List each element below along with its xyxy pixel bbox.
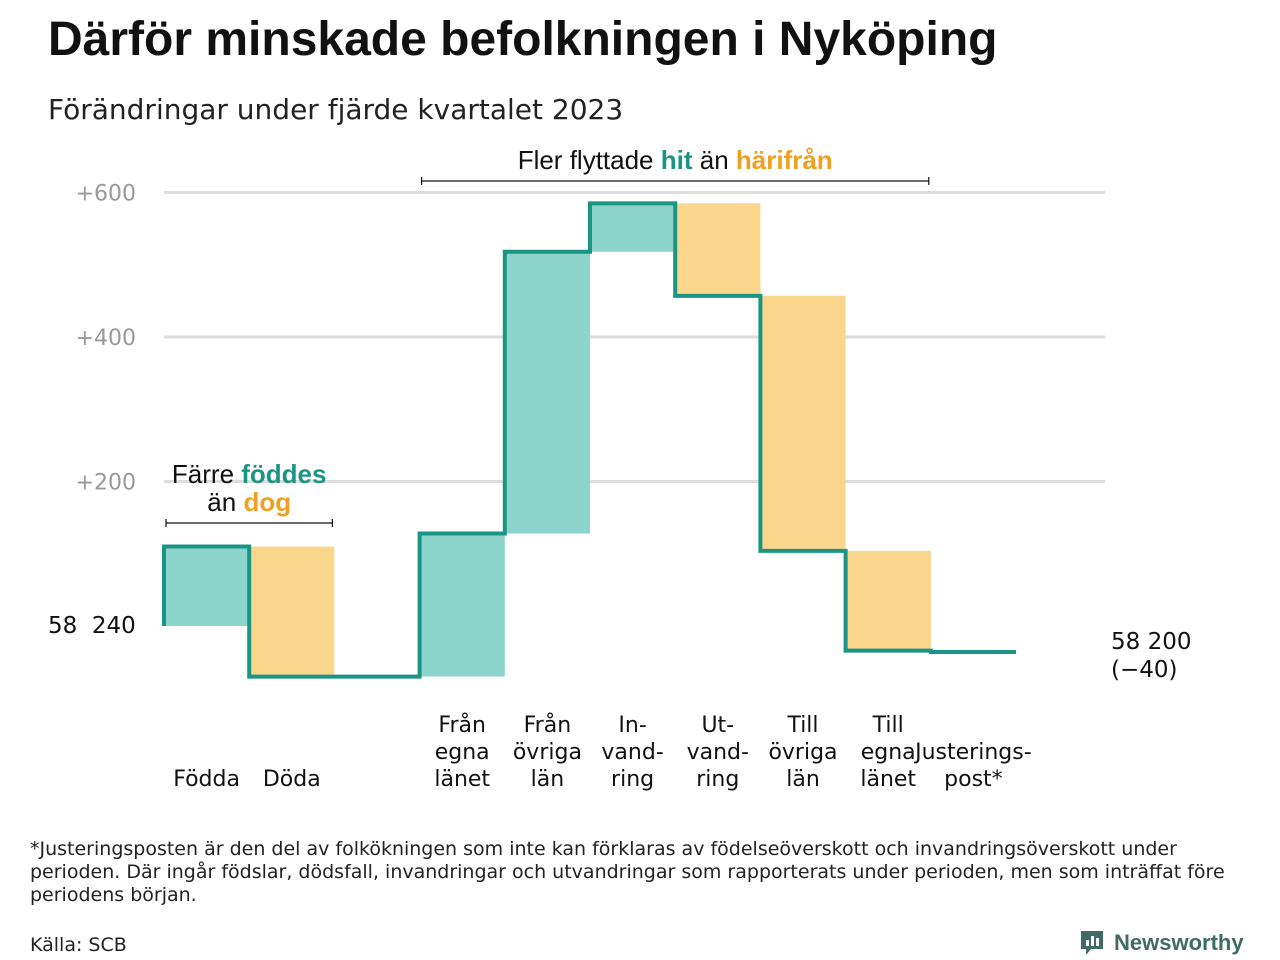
bar-ut-vand-ring bbox=[675, 203, 760, 295]
annotation-line: Fler flyttade hit än härifrån bbox=[518, 145, 833, 175]
end-value-label: (−40) bbox=[1111, 657, 1177, 683]
category-label: ring bbox=[611, 767, 654, 792]
bar-till-egna-länet bbox=[846, 551, 931, 651]
bar-från-övriga-län bbox=[505, 252, 590, 534]
source-note: Källa: SCB bbox=[30, 933, 127, 957]
brand-logo: Newsworthy bbox=[1078, 928, 1244, 958]
end-value-label: 58 200 bbox=[1111, 629, 1191, 655]
annotation-text: hit bbox=[661, 145, 693, 175]
category-label: ring bbox=[696, 767, 739, 792]
annotation-text: Fler flyttade bbox=[518, 145, 661, 175]
footnote: *Justeringsposten är den del av folkökni… bbox=[30, 838, 1255, 907]
category-label: övriga bbox=[513, 740, 582, 765]
category-label: övriga bbox=[768, 740, 837, 765]
category-label: vand- bbox=[601, 740, 663, 765]
category-label: län bbox=[786, 767, 820, 792]
category-label: post* bbox=[944, 767, 1003, 792]
annotation-text: Färre bbox=[172, 459, 241, 489]
category-label: länet bbox=[860, 767, 916, 792]
bar-döda bbox=[249, 547, 334, 677]
newsworthy-icon bbox=[1078, 929, 1106, 957]
annotation-text: än bbox=[693, 145, 736, 175]
annotation-text: föddes bbox=[241, 459, 326, 489]
category-label: Födda bbox=[173, 767, 240, 792]
category-label: In- bbox=[618, 713, 646, 738]
category-label: län bbox=[531, 767, 565, 792]
bars bbox=[164, 203, 931, 676]
annotation-text: dog bbox=[243, 487, 291, 517]
bar-till-övriga-län bbox=[760, 296, 845, 551]
category-label: Till bbox=[786, 713, 818, 738]
waterfall-chart: +200+400+60058 240Födda DödaFrånegnalänet… bbox=[0, 0, 1280, 960]
annotation-text: än bbox=[207, 487, 243, 517]
brand-name: Newsworthy bbox=[1114, 930, 1244, 956]
start-value-label: 58 240 bbox=[48, 613, 136, 639]
category-label: egna bbox=[435, 740, 490, 765]
category-label: Från bbox=[524, 712, 572, 738]
y-tick-label: +200 bbox=[76, 471, 136, 496]
category-label: Döda bbox=[263, 767, 321, 792]
category-label: egna bbox=[861, 740, 916, 765]
category-label: Ut- bbox=[701, 713, 734, 738]
y-tick-label: +600 bbox=[76, 182, 136, 207]
category-label: vand- bbox=[687, 740, 749, 765]
category-label: länet bbox=[434, 767, 490, 792]
annotation-line: Färre föddes bbox=[172, 459, 327, 489]
bar-in-vand-ring bbox=[590, 203, 675, 251]
category-label: Från bbox=[438, 712, 486, 738]
category-label: Justerings- bbox=[913, 740, 1032, 765]
y-tick-label: +400 bbox=[76, 326, 136, 351]
annotation-text: härifrån bbox=[736, 145, 833, 175]
annotation-line: än dog bbox=[207, 487, 291, 517]
bar-födda bbox=[164, 547, 249, 626]
category-label: Till bbox=[872, 713, 904, 738]
bar-från-egna-länet bbox=[420, 534, 505, 677]
